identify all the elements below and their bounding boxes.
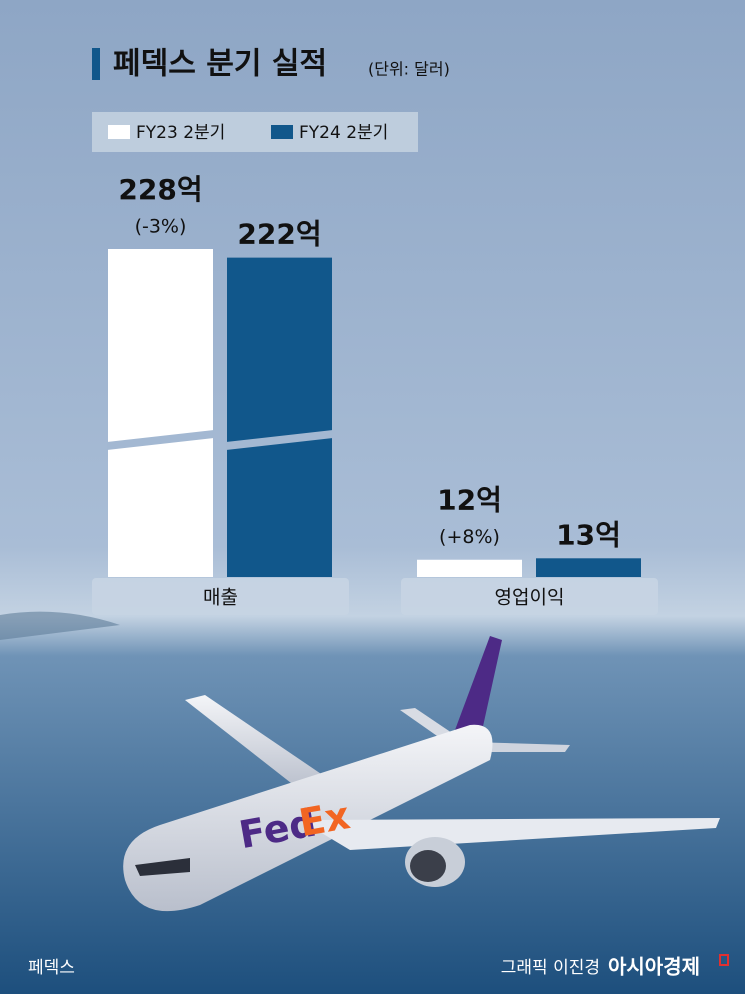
legend-label: FY23 2분기	[136, 123, 225, 143]
x-tick-label: 영업이익	[495, 587, 565, 609]
title-marker	[92, 48, 100, 80]
airplane: Fed Ex	[123, 636, 720, 912]
legend-label: FY24 2분기	[299, 123, 388, 143]
svg-text:Ex: Ex	[296, 793, 353, 845]
value-label: 13억	[556, 518, 621, 551]
source: 페덱스	[28, 958, 75, 978]
category-box	[401, 578, 658, 615]
bar-break	[107, 430, 214, 450]
unit-label: (단위: 달러)	[368, 60, 450, 79]
category-box	[92, 578, 349, 615]
value-label: 228억	[118, 173, 202, 206]
bar	[227, 257, 332, 577]
coastline	[0, 611, 120, 640]
legend-box	[92, 112, 418, 152]
publisher-logo	[719, 954, 729, 966]
bar	[536, 558, 641, 577]
legend-swatch	[108, 125, 130, 139]
value-label: 12억	[437, 484, 502, 517]
bar-break	[226, 430, 333, 450]
change-label: (+8%)	[439, 526, 500, 548]
credit: 그래픽 이진경	[501, 958, 600, 978]
publisher: 아시아경제	[608, 955, 700, 979]
bar	[108, 249, 213, 577]
chart-title: 페덱스 분기 실적	[113, 47, 327, 82]
x-tick-label: 매출	[203, 587, 238, 609]
change-label: (-3%)	[135, 216, 187, 238]
legend-swatch	[271, 125, 293, 139]
value-label: 222억	[237, 218, 321, 251]
bar	[417, 559, 522, 577]
